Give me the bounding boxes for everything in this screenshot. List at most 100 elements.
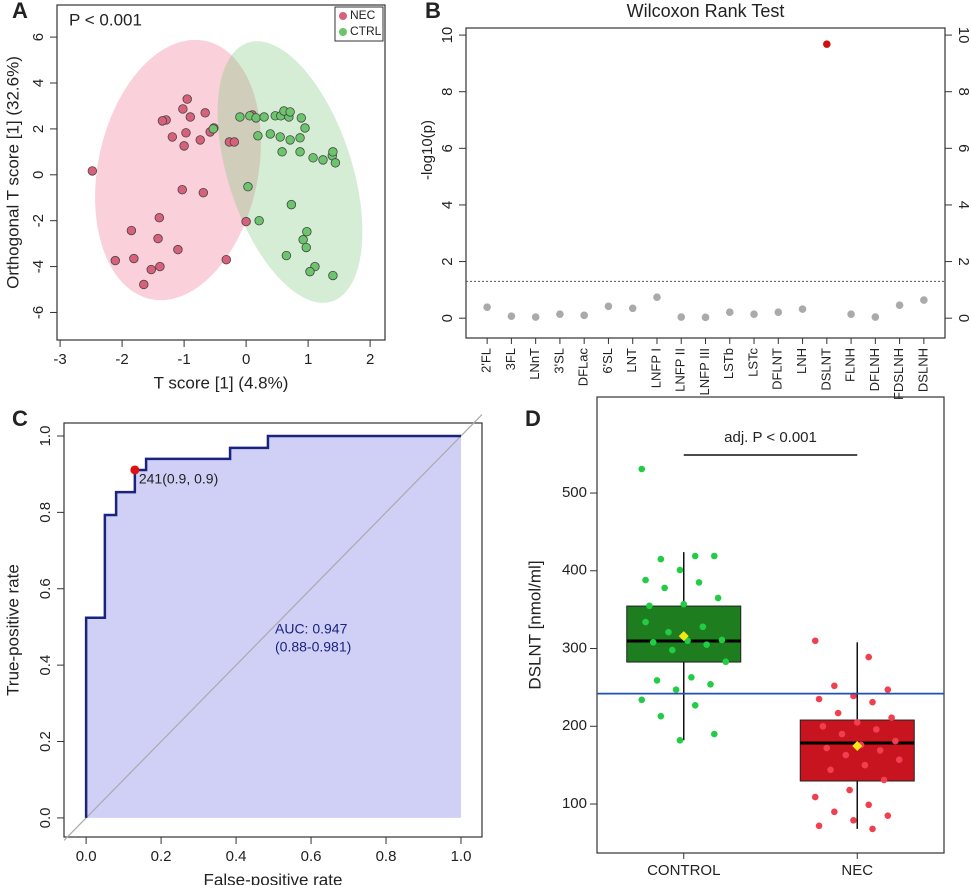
point xyxy=(798,305,807,313)
point xyxy=(876,747,884,754)
x-tick-label: LNnT xyxy=(527,348,542,380)
point xyxy=(308,153,318,163)
point xyxy=(725,308,734,317)
point xyxy=(281,250,292,261)
point xyxy=(892,737,899,745)
x-tick-label: 2'FL xyxy=(479,348,494,373)
point xyxy=(330,158,341,168)
x-tick-label: 0.2 xyxy=(151,848,172,865)
legend-label: NEC xyxy=(350,8,376,22)
point xyxy=(684,637,691,645)
point xyxy=(884,686,892,694)
y-tick-label: 1.0 xyxy=(37,426,54,447)
point xyxy=(507,312,516,321)
y-tick-label: 0.8 xyxy=(37,502,54,523)
point xyxy=(155,261,165,272)
y-axis-label: Orthogonal T score [1] (32.6%) xyxy=(3,56,22,289)
point xyxy=(871,313,880,321)
point xyxy=(703,641,710,648)
point xyxy=(157,116,168,126)
point xyxy=(177,185,187,195)
point xyxy=(707,680,714,688)
point xyxy=(318,155,328,165)
point xyxy=(657,712,665,720)
x-tick-label: 6'SL xyxy=(600,348,615,374)
point xyxy=(182,94,192,104)
point xyxy=(842,751,850,759)
point xyxy=(198,187,209,198)
y-tick-label: 4 xyxy=(955,201,971,209)
x-tick-label: DFLNH xyxy=(867,348,882,391)
point xyxy=(653,293,661,302)
x-tick-label: -3 xyxy=(53,351,66,368)
point xyxy=(285,107,295,117)
point xyxy=(638,465,646,473)
point xyxy=(277,147,287,157)
point xyxy=(676,736,684,744)
point xyxy=(873,726,880,733)
point xyxy=(865,653,873,661)
plot-frame xyxy=(596,396,945,854)
x-tick-label: 3'SL xyxy=(551,348,566,374)
point xyxy=(823,40,831,48)
point xyxy=(811,793,819,801)
x-tick-label: LNFP I xyxy=(648,348,663,388)
x-tick-label: 0.6 xyxy=(301,848,322,865)
y-tick-label: 10 xyxy=(439,27,456,44)
point xyxy=(846,786,853,794)
y-tick-label: 0.2 xyxy=(37,731,54,752)
point xyxy=(834,709,842,717)
point xyxy=(815,822,823,830)
point xyxy=(638,696,646,704)
point xyxy=(302,226,312,237)
point xyxy=(328,270,338,281)
point xyxy=(699,623,707,631)
point xyxy=(235,112,245,122)
point xyxy=(126,225,137,236)
panel-label: D xyxy=(525,406,541,431)
point xyxy=(229,137,240,147)
point xyxy=(253,131,263,141)
panel-label: C xyxy=(12,406,28,431)
point xyxy=(880,776,888,784)
x-axis-label: T score [1] (4.8%) xyxy=(154,373,289,392)
point xyxy=(265,129,275,139)
point xyxy=(691,552,699,560)
x-axis-label: False-positive rate xyxy=(204,870,343,885)
point xyxy=(642,618,649,626)
point xyxy=(888,714,895,722)
y-tick-label: -2 xyxy=(30,214,47,227)
point xyxy=(173,244,183,255)
y-axis-label: -log10(p) xyxy=(419,120,436,180)
point xyxy=(714,594,722,602)
highlight-point xyxy=(130,465,140,475)
point xyxy=(695,579,703,586)
point xyxy=(285,135,295,145)
y-tick-label: 2 xyxy=(955,257,971,265)
point xyxy=(653,677,661,684)
x-tick-label: 0 xyxy=(242,351,250,368)
y-tick-label: 300 xyxy=(562,639,587,656)
point xyxy=(688,673,695,681)
point xyxy=(154,213,165,223)
point xyxy=(895,301,904,309)
point xyxy=(286,199,297,210)
legend-marker xyxy=(339,28,347,36)
x-tick-label: DSLNH xyxy=(915,348,930,392)
diagonal xyxy=(63,414,483,841)
point xyxy=(208,124,218,134)
point xyxy=(831,808,838,816)
point xyxy=(146,264,156,275)
auc-annotation: (0.88-0.981) xyxy=(275,639,351,655)
x-tick-label: 0.4 xyxy=(226,848,247,865)
point xyxy=(531,313,540,321)
y-tick-label: 2 xyxy=(30,125,47,133)
point xyxy=(676,566,684,574)
point xyxy=(328,147,338,157)
point xyxy=(661,584,668,592)
point xyxy=(254,215,264,226)
point xyxy=(178,104,188,114)
point xyxy=(275,132,285,142)
y-tick-label: 0 xyxy=(30,171,47,179)
x-tick-label: 0.0 xyxy=(76,848,97,865)
